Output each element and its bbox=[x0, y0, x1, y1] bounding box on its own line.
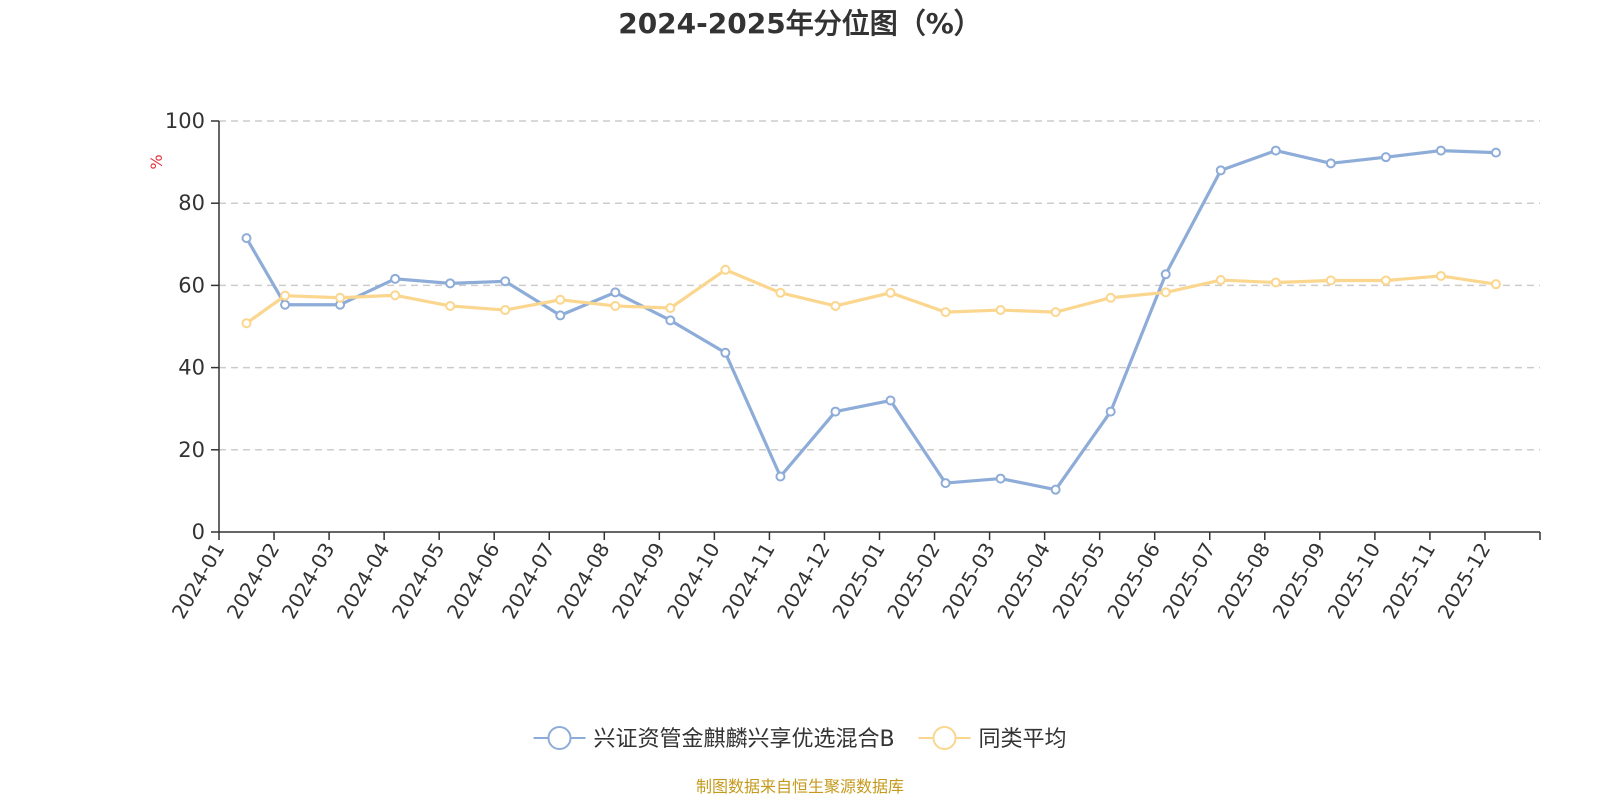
x-tick-label: 2025-10 bbox=[1323, 539, 1386, 623]
y-axis-unit-label: % bbox=[147, 154, 166, 169]
x-tick-label: 2025-09 bbox=[1268, 539, 1331, 623]
y-tick-label: 80 bbox=[178, 191, 205, 215]
source-note: 制图数据来自恒生聚源数据库 bbox=[696, 777, 904, 796]
data-point[interactable] bbox=[445, 300, 456, 311]
data-point[interactable] bbox=[720, 347, 731, 358]
y-tick-label: 40 bbox=[178, 356, 205, 380]
data-point[interactable] bbox=[1105, 406, 1116, 417]
data-point[interactable] bbox=[445, 278, 456, 289]
x-tick-label: 2025-01 bbox=[827, 539, 890, 623]
data-point[interactable] bbox=[1325, 158, 1336, 169]
data-point[interactable] bbox=[1490, 147, 1501, 158]
series-line bbox=[245, 148, 1497, 492]
x-tick-label: 2024-10 bbox=[662, 539, 725, 623]
series-lines bbox=[241, 145, 1501, 495]
data-point[interactable] bbox=[390, 290, 401, 301]
x-tick-label: 2024-03 bbox=[277, 539, 340, 623]
data-point[interactable] bbox=[775, 471, 786, 482]
data-point[interactable] bbox=[1050, 484, 1061, 495]
data-point[interactable] bbox=[885, 287, 896, 298]
x-tick-labels: 2024-012024-022024-032024-042024-052024-… bbox=[167, 538, 1496, 622]
x-tick-label: 2024-11 bbox=[717, 539, 780, 623]
data-point[interactable] bbox=[940, 307, 951, 318]
x-tick-label: 2024-05 bbox=[387, 539, 450, 623]
data-point[interactable] bbox=[995, 305, 1006, 316]
legend-label: 同类平均 bbox=[979, 727, 1067, 752]
data-point[interactable] bbox=[241, 233, 252, 244]
data-point[interactable] bbox=[335, 292, 346, 303]
x-tick-label: 2024-08 bbox=[552, 539, 615, 623]
data-point[interactable] bbox=[1160, 269, 1171, 280]
data-point[interactable] bbox=[1380, 275, 1391, 286]
data-point[interactable] bbox=[1215, 165, 1226, 176]
legend-marker-icon bbox=[932, 726, 957, 750]
data-point[interactable] bbox=[1380, 152, 1391, 163]
legend-label: 兴证资管金麒麟兴享优选混合B bbox=[594, 727, 895, 752]
x-tick-label: 2024-04 bbox=[332, 539, 395, 623]
data-point[interactable] bbox=[610, 300, 621, 311]
data-point[interactable] bbox=[1435, 145, 1446, 156]
x-tick-label: 2024-01 bbox=[167, 539, 230, 623]
series-0 bbox=[241, 145, 1501, 495]
x-tick-label: 2025-11 bbox=[1378, 539, 1441, 623]
x-tick-label: 2025-02 bbox=[882, 539, 945, 623]
y-tick-label: 100 bbox=[165, 109, 205, 133]
data-point[interactable] bbox=[1490, 279, 1501, 290]
data-point[interactable] bbox=[1270, 145, 1281, 156]
data-point[interactable] bbox=[720, 264, 731, 275]
data-point[interactable] bbox=[1435, 270, 1446, 281]
data-point[interactable] bbox=[830, 300, 841, 311]
x-tick-label: 2025-06 bbox=[1102, 539, 1165, 623]
legend-item-1[interactable]: 同类平均 bbox=[918, 726, 1067, 752]
x-tick-label: 2024-07 bbox=[497, 539, 560, 623]
grid-lines bbox=[219, 120, 1540, 451]
data-point[interactable] bbox=[1215, 275, 1226, 286]
y-tick-label: 60 bbox=[178, 273, 205, 297]
data-point[interactable] bbox=[555, 310, 566, 321]
data-point[interactable] bbox=[280, 299, 291, 310]
data-point[interactable] bbox=[885, 395, 896, 406]
data-point[interactable] bbox=[555, 294, 566, 305]
x-tick-label: 2025-05 bbox=[1047, 539, 1110, 623]
data-point[interactable] bbox=[500, 305, 511, 316]
y-tick-label: 20 bbox=[178, 438, 205, 462]
data-point[interactable] bbox=[665, 315, 676, 326]
data-point[interactable] bbox=[1160, 287, 1171, 298]
data-point[interactable] bbox=[1325, 275, 1336, 286]
legend-item-0[interactable]: 兴证资管金麒麟兴享优选混合B bbox=[533, 726, 895, 752]
data-point[interactable] bbox=[830, 406, 841, 417]
data-point[interactable] bbox=[1105, 292, 1116, 303]
x-tick-label: 2024-12 bbox=[772, 539, 835, 623]
x-tick-label: 2024-06 bbox=[442, 539, 505, 623]
data-point[interactable] bbox=[1050, 307, 1061, 318]
data-point[interactable] bbox=[775, 287, 786, 298]
data-point[interactable] bbox=[940, 478, 951, 489]
series-line bbox=[245, 268, 1497, 325]
y-tick-labels: 0 20 40 60 80 100 bbox=[165, 109, 205, 544]
x-tick-label: 2025-03 bbox=[937, 538, 1000, 622]
x-tick-label: 2025-12 bbox=[1433, 539, 1496, 623]
chart-title: 2024-2025年分位图（%） bbox=[618, 7, 982, 40]
series-1 bbox=[241, 264, 1501, 329]
data-point[interactable] bbox=[995, 473, 1006, 484]
x-tick-label: 2025-08 bbox=[1213, 539, 1276, 623]
data-point[interactable] bbox=[241, 318, 252, 329]
data-point[interactable] bbox=[610, 287, 621, 298]
x-tick-label: 2025-04 bbox=[992, 539, 1055, 623]
x-tick-label: 2025-07 bbox=[1158, 539, 1221, 623]
legend[interactable]: 兴证资管金麒麟兴享优选混合B 同类平均 bbox=[533, 726, 1067, 752]
axes bbox=[211, 120, 1541, 540]
data-point[interactable] bbox=[1270, 277, 1281, 288]
data-point[interactable] bbox=[500, 276, 511, 287]
x-tick-label: 2024-09 bbox=[607, 539, 670, 623]
data-point[interactable] bbox=[390, 273, 401, 284]
x-tick-label: 2024-02 bbox=[222, 539, 285, 623]
y-tick-label: 0 bbox=[192, 520, 205, 544]
legend-marker-icon bbox=[547, 726, 572, 750]
data-point[interactable] bbox=[280, 290, 291, 301]
data-point[interactable] bbox=[665, 303, 676, 314]
